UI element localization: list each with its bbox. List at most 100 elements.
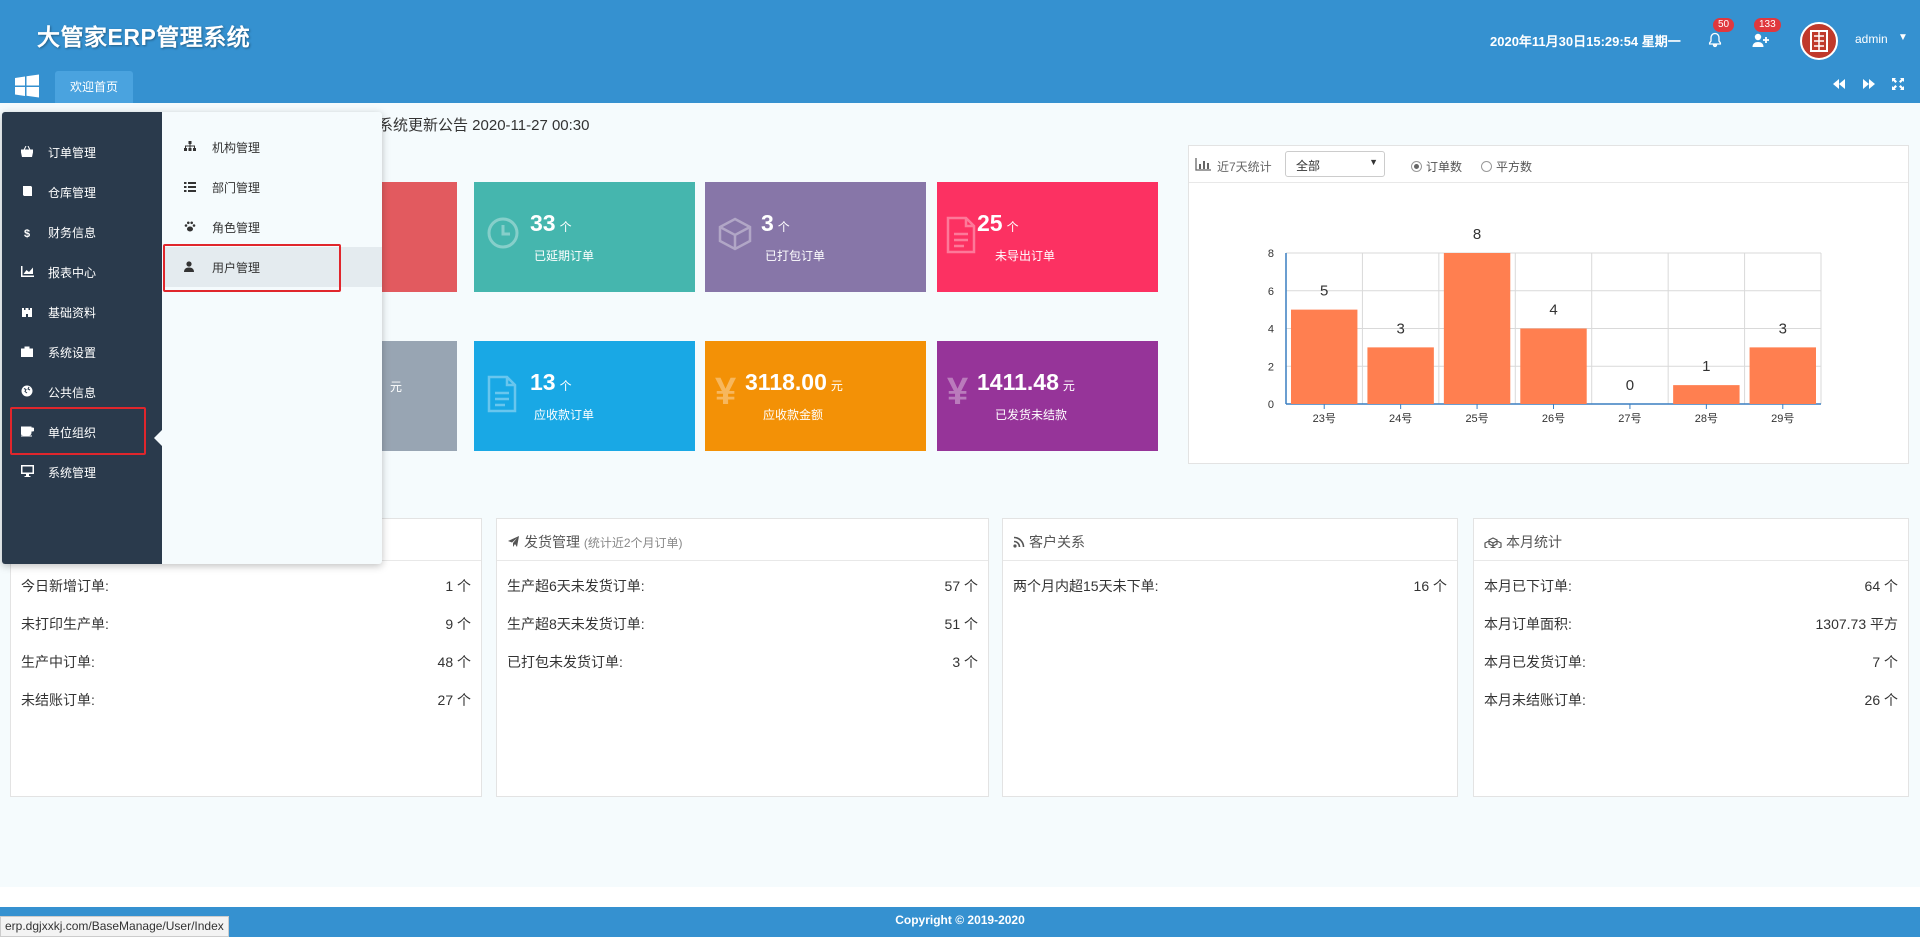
x-tick-label: 27号: [1618, 412, 1641, 425]
list-item[interactable]: 生产超8天未发货订单: 51 个: [507, 614, 978, 634]
row-value: 9 个: [445, 616, 471, 632]
copyright-text: Copyright © 2019-2020: [895, 913, 1025, 927]
row-label: 生产超8天未发货订单:: [507, 616, 645, 632]
list-item[interactable]: 生产中订单: 48 个: [21, 652, 471, 672]
bar: [1443, 253, 1511, 404]
list-item[interactable]: 已打包未发货订单: 3 个: [507, 652, 978, 672]
row-value: 1 个: [445, 578, 471, 594]
radio-square-meters[interactable]: 平方数: [1481, 158, 1532, 175]
menu-item-label: 仓库管理: [48, 186, 97, 200]
bar: [1367, 347, 1434, 404]
list-item[interactable]: 今日新增订单: 1 个: [21, 576, 471, 596]
row-value: 26 个: [1864, 692, 1898, 708]
menu-item-label: 财务信息: [48, 226, 97, 240]
tab-welcome-home[interactable]: 欢迎首页: [55, 71, 133, 103]
menu-item-system-admin[interactable]: 系统管理: [20, 464, 96, 484]
windows-logo-icon[interactable]: [14, 74, 40, 98]
menu-item-orders[interactable]: 订单管理: [20, 144, 96, 164]
list-item[interactable]: 本月已下订单: 64 个: [1484, 576, 1898, 596]
shipping-panel-header: 发货管理 (统计近2个月订单): [497, 519, 988, 561]
menu-item-organization[interactable]: 单位组织: [20, 424, 96, 444]
row-value: 48 个: [437, 654, 471, 670]
caret-down-icon[interactable]: ▼: [1898, 32, 1908, 43]
row-label: 未打印生产单:: [21, 616, 109, 632]
menu-item-basic-data[interactable]: 基础资料: [20, 304, 96, 324]
monthly-panel-title: 本月统计: [1506, 534, 1562, 550]
admin-username[interactable]: admin: [1855, 32, 1888, 46]
bar-chart: 0 2 4 6 8 5 23号 3 24号 8 25号 4 26号 0 27号 1 28号 3 29号: [1268, 226, 1822, 425]
stat-card-not-exported[interactable]: 25 个 未导出订单: [937, 182, 1158, 292]
menu-item-finance[interactable]: $ 财务信息: [20, 224, 96, 244]
submenu-item-label: 部门管理: [212, 181, 261, 195]
submenu-item-departments[interactable]: 部门管理: [164, 167, 382, 207]
system-update-notice[interactable]: 系统更新公告 2020-11-27 00:30: [378, 117, 590, 134]
row-label: 今日新增订单:: [21, 578, 109, 594]
list-item[interactable]: 两个月内超15天未下单: 16 个: [1013, 576, 1447, 596]
stat-card-shipped-unpaid[interactable]: ¥ 1411.48 元 已发货未结款: [937, 341, 1158, 451]
avatar-seal-icon: [1810, 30, 1828, 52]
stat-card-delayed[interactable]: 33 个 已延期订单: [474, 182, 695, 292]
notification-badge: 50: [1713, 18, 1735, 32]
row-label: 生产超6天未发货订单:: [507, 578, 645, 594]
monthly-panel-header: 本月统计: [1474, 519, 1908, 561]
plane-icon: [508, 536, 519, 547]
x-tick-label: 28号: [1695, 412, 1718, 425]
forward-icon: [1863, 79, 1875, 89]
menu-item-reports[interactable]: 报表中心: [20, 264, 96, 284]
chart-filter-value: 全部: [1296, 159, 1321, 173]
scroll-left-tabs-button[interactable]: [1832, 78, 1846, 93]
fullscreen-button[interactable]: [1892, 78, 1904, 93]
list-item[interactable]: 未打印生产单: 9 个: [21, 614, 471, 634]
chart-header: 近7天统计 全部 ▼ 订单数 平方数: [1189, 146, 1908, 183]
packed-count: 3: [761, 210, 774, 236]
menu-pointer-arrow: [154, 430, 162, 446]
submenu-item-users[interactable]: 用户管理: [164, 247, 382, 287]
radio-order-count[interactable]: 订单数: [1411, 158, 1462, 175]
row-label: 本月订单面积:: [1484, 616, 1572, 632]
notification-bell-button[interactable]: 50: [1707, 18, 1735, 50]
list-item[interactable]: 本月订单面积: 1307.73 平方: [1484, 614, 1898, 634]
list-item[interactable]: 生产超6天未发货订单: 57 个: [507, 576, 978, 596]
box-icon: [717, 216, 753, 261]
book-icon: [20, 185, 34, 200]
yen-icon: ¥: [715, 371, 737, 413]
user-requests-button[interactable]: 133: [1752, 18, 1781, 50]
scroll-right-tabs-button[interactable]: [1862, 78, 1876, 93]
chart-filter-select[interactable]: 全部 ▼: [1285, 151, 1385, 177]
backward-icon: [1833, 79, 1845, 89]
delayed-unit: 个: [559, 220, 572, 234]
y-tick-label: 0: [1268, 399, 1274, 411]
sitemap-icon: [184, 141, 196, 155]
menu-item-public-info[interactable]: 公共信息: [20, 384, 96, 404]
list-item[interactable]: 本月未结账订单: 26 个: [1484, 690, 1898, 710]
row-label: 本月未结账订单:: [1484, 692, 1586, 708]
radio-checked-icon: [1411, 161, 1422, 172]
submenu-item-roles[interactable]: 角色管理: [164, 207, 382, 247]
shipped-unpaid-label: 已发货未结款: [995, 408, 1068, 422]
requests-badge: 133: [1754, 18, 1781, 32]
avatar[interactable]: [1800, 22, 1838, 60]
stat-card-receivable-amount[interactable]: ¥ 3118.00 元 应收款金额: [705, 341, 926, 451]
monthly-panel: 本月统计 本月已下订单: 64 个 本月订单面积: 1307.73 平方 本月已发货…: [1473, 518, 1909, 797]
menu-item-label: 系统管理: [48, 466, 97, 480]
menu-item-label: 订单管理: [48, 146, 97, 160]
castle-icon: [20, 305, 34, 320]
order-panel: 今日新增订单: 1 个 未打印生产单: 9 个 生产中订单: 48 个 未结账订单: 2…: [10, 518, 482, 797]
customer-panel-header: 客户关系: [1003, 519, 1457, 561]
x-tick-label: 29号: [1771, 412, 1794, 425]
stat-card-receivable-orders[interactable]: 13 个 应收款订单: [474, 341, 695, 451]
status-bar-url: erp.dgjxxkj.com/BaseManage/User/Index: [0, 916, 229, 937]
not-exported-label: 未导出订单: [995, 249, 1056, 263]
bar-value-label: 1: [1702, 358, 1710, 375]
submenu-item-label: 机构管理: [212, 141, 261, 155]
submenu-item-institutions[interactable]: 机构管理: [164, 127, 382, 167]
menu-item-warehouse[interactable]: 仓库管理: [20, 184, 96, 204]
row-value: 3 个: [952, 654, 978, 670]
list-item[interactable]: 本月已发货订单: 7 个: [1484, 652, 1898, 672]
row-label: 未结账订单:: [21, 692, 95, 708]
shipping-panel-title: 发货管理: [524, 534, 580, 550]
menu-item-system-settings[interactable]: 系统设置: [20, 344, 96, 364]
list-item[interactable]: 未结账订单: 27 个: [21, 690, 471, 710]
receivable-amount-value: 3118.00: [745, 369, 827, 395]
